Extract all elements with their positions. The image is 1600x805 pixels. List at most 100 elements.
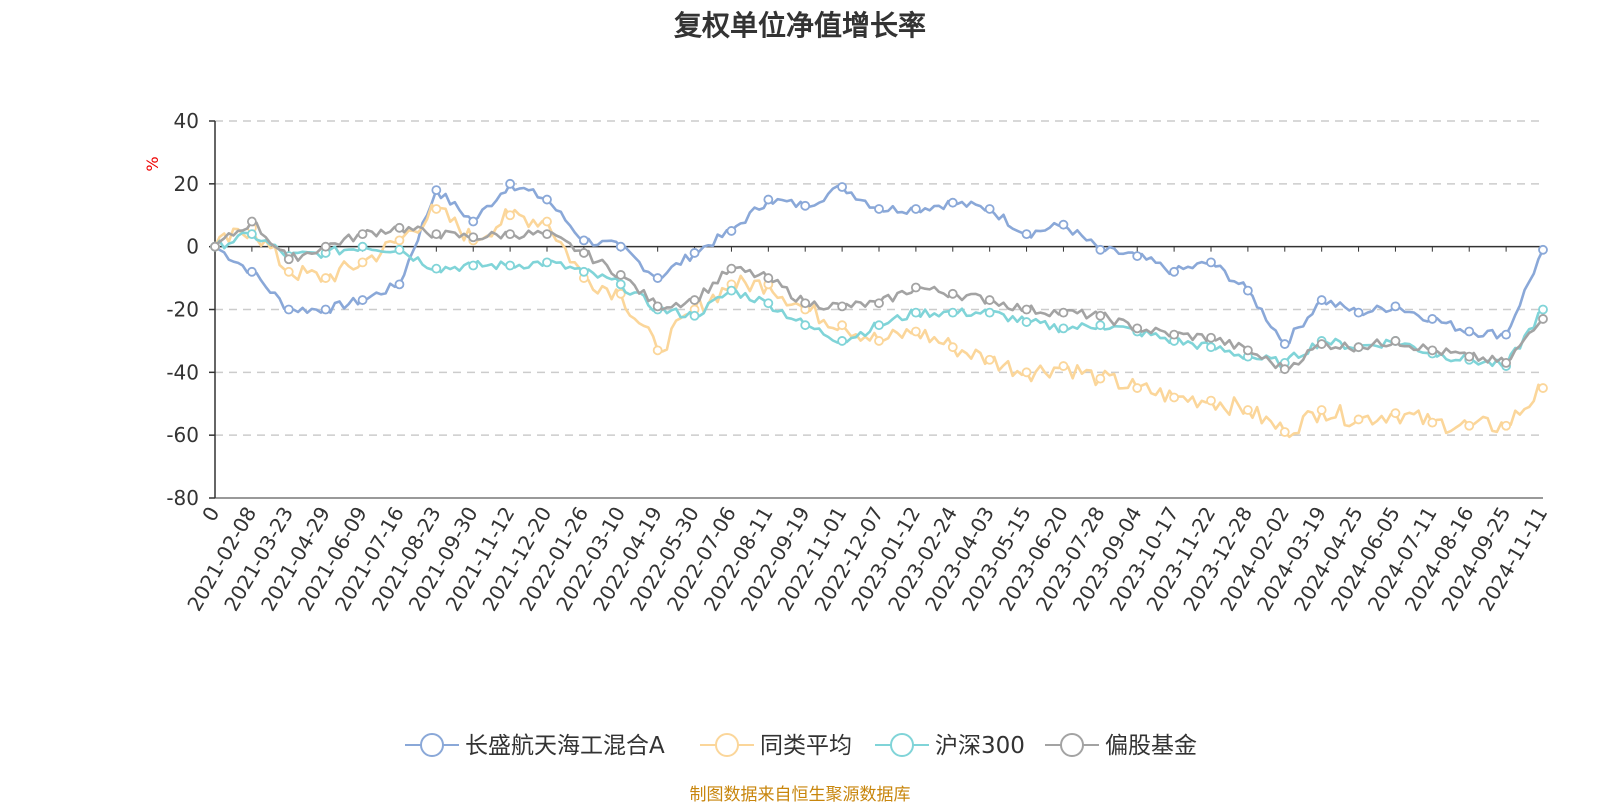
legend-item[interactable]: 长盛航天海工混合A	[405, 733, 665, 759]
data-point[interactable]	[874, 320, 884, 331]
data-point[interactable]	[874, 204, 884, 214]
data-point[interactable]	[1206, 395, 1216, 406]
data-point[interactable]	[505, 178, 516, 189]
data-point[interactable]	[246, 216, 257, 227]
data-point[interactable]	[1206, 332, 1216, 343]
data-point[interactable]	[763, 298, 774, 309]
data-point[interactable]	[800, 200, 811, 211]
data-point[interactable]	[542, 229, 552, 240]
data-point[interactable]	[800, 320, 811, 331]
data-point[interactable]	[1206, 257, 1216, 268]
data-point[interactable]	[542, 194, 552, 205]
data-point[interactable]	[394, 222, 405, 233]
data-point[interactable]	[652, 273, 663, 283]
data-point[interactable]	[1095, 320, 1106, 331]
data-point[interactable]	[1427, 417, 1438, 428]
data-point[interactable]	[837, 320, 848, 331]
data-point[interactable]	[1353, 307, 1364, 318]
data-point[interactable]	[357, 295, 368, 305]
data-point[interactable]	[689, 295, 700, 305]
data-point[interactable]	[1390, 408, 1401, 419]
data-point[interactable]	[652, 345, 663, 356]
data-point[interactable]	[947, 197, 958, 208]
data-point[interactable]	[874, 298, 884, 309]
data-point[interactable]	[1316, 339, 1327, 349]
data-point[interactable]	[246, 229, 257, 240]
data-point[interactable]	[763, 194, 774, 205]
legend-item[interactable]: 沪深300	[875, 733, 1025, 759]
data-point[interactable]	[1242, 405, 1253, 415]
data-point[interactable]	[726, 226, 737, 236]
data-point[interactable]	[874, 336, 884, 346]
data-point[interactable]	[1538, 304, 1548, 315]
data-point[interactable]	[357, 229, 368, 240]
data-point[interactable]	[1095, 373, 1106, 384]
data-point[interactable]	[837, 182, 848, 192]
data-point[interactable]	[1279, 427, 1290, 437]
data-point[interactable]	[1132, 323, 1143, 334]
data-point[interactable]	[984, 307, 995, 318]
data-point[interactable]	[431, 229, 442, 240]
data-point[interactable]	[910, 204, 921, 214]
data-point[interactable]	[210, 241, 220, 252]
data-point[interactable]	[984, 354, 995, 365]
data-point[interactable]	[1095, 310, 1106, 321]
data-point[interactable]	[357, 241, 368, 252]
data-point[interactable]	[910, 307, 921, 318]
data-point[interactable]	[394, 244, 405, 255]
data-point[interactable]	[1316, 405, 1327, 415]
data-point[interactable]	[1021, 317, 1032, 327]
data-point[interactable]	[615, 241, 626, 252]
data-point[interactable]	[1353, 342, 1364, 353]
data-point[interactable]	[1021, 304, 1032, 315]
data-point[interactable]	[615, 279, 626, 290]
data-point[interactable]	[1021, 229, 1032, 240]
data-point[interactable]	[1132, 251, 1143, 261]
data-point[interactable]	[357, 257, 368, 268]
data-point[interactable]	[468, 216, 479, 227]
data-point[interactable]	[800, 298, 811, 309]
data-point[interactable]	[1538, 314, 1548, 324]
data-point[interactable]	[1279, 339, 1290, 349]
data-point[interactable]	[1427, 314, 1438, 324]
data-point[interactable]	[1279, 364, 1290, 375]
data-point[interactable]	[726, 263, 737, 274]
data-point[interactable]	[947, 342, 958, 353]
data-point[interactable]	[689, 248, 700, 258]
data-point[interactable]	[1501, 329, 1512, 340]
data-point[interactable]	[394, 235, 405, 246]
data-point[interactable]	[1390, 301, 1401, 312]
data-point[interactable]	[1242, 285, 1253, 296]
data-point[interactable]	[1058, 361, 1069, 371]
data-point[interactable]	[910, 326, 921, 337]
data-point[interactable]	[1501, 420, 1512, 431]
data-point[interactable]	[837, 336, 848, 346]
data-point[interactable]	[1132, 383, 1143, 393]
data-point[interactable]	[726, 285, 737, 296]
legend-item[interactable]: 偏股基金	[1045, 733, 1197, 759]
data-point[interactable]	[1390, 336, 1401, 346]
data-point[interactable]	[1169, 266, 1180, 277]
data-point[interactable]	[394, 279, 405, 290]
data-point[interactable]	[1058, 307, 1069, 318]
data-point[interactable]	[431, 263, 442, 274]
data-point[interactable]	[947, 307, 958, 318]
data-point[interactable]	[1538, 383, 1548, 393]
data-point[interactable]	[246, 266, 257, 277]
data-point[interactable]	[984, 204, 995, 214]
data-point[interactable]	[1058, 323, 1069, 334]
data-point[interactable]	[1501, 358, 1512, 368]
data-point[interactable]	[320, 273, 331, 283]
data-point[interactable]	[1242, 345, 1253, 356]
data-point[interactable]	[431, 185, 442, 196]
data-point[interactable]	[505, 260, 516, 271]
data-point[interactable]	[578, 248, 589, 258]
data-point[interactable]	[320, 241, 331, 252]
data-point[interactable]	[1169, 392, 1180, 403]
data-point[interactable]	[947, 288, 958, 299]
data-point[interactable]	[910, 282, 921, 293]
data-point[interactable]	[468, 260, 479, 271]
data-point[interactable]	[763, 273, 774, 283]
data-point[interactable]	[283, 254, 294, 265]
data-point[interactable]	[1095, 244, 1106, 255]
